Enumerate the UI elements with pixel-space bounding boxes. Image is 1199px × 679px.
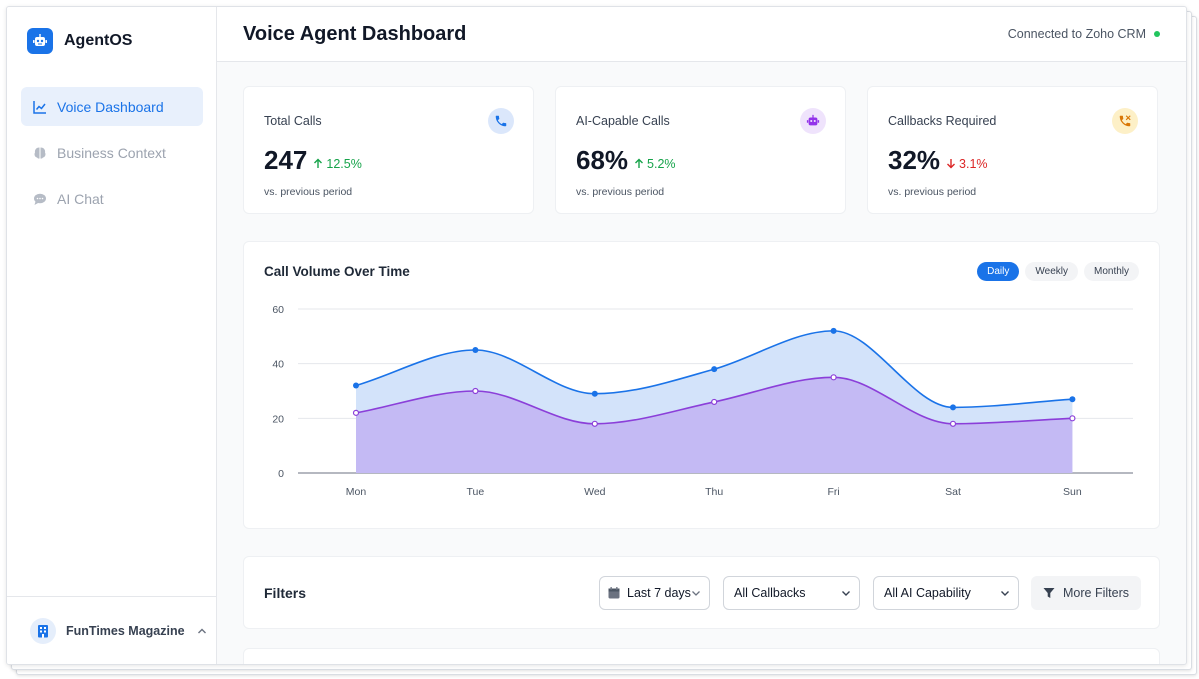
connection-label: Connected to Zoho CRM (1007, 27, 1146, 41)
date-range-value: Last 7 days (627, 586, 691, 600)
robot-icon (800, 108, 826, 134)
data-point (950, 404, 956, 411)
data-point (591, 390, 598, 397)
sidebar-item-business-context[interactable]: Business Context (21, 133, 203, 172)
stat-value: 68% (576, 145, 629, 175)
data-point (949, 420, 957, 427)
funnel-icon (1043, 588, 1055, 598)
connection-dot (1154, 31, 1160, 37)
phone-callback-icon (1112, 108, 1138, 134)
sidebar-item-label: Voice Dashboard (57, 98, 164, 115)
chevron-up-icon (197, 628, 206, 633)
chat-bubble-icon (34, 193, 46, 205)
stat-value: 247 (264, 145, 308, 175)
x-tick-label: Sun (1063, 486, 1082, 498)
stat-label: Callbacks Required (888, 114, 997, 128)
main-content: Voice Agent Dashboard Connected to Zoho … (217, 7, 1186, 664)
stat-sub: vs. previous period (576, 186, 665, 198)
stat-value: 32% (888, 145, 941, 175)
range-weekly-button[interactable]: Weekly (1025, 262, 1078, 281)
range-daily-button[interactable]: Daily (977, 262, 1020, 281)
org-name: FunTimes Magazine (66, 623, 185, 638)
data-point (711, 366, 718, 373)
arrow-down-icon (947, 159, 956, 169)
chevron-down-icon (1001, 591, 1009, 596)
building-icon (30, 617, 56, 644)
x-tick-label: Tue (467, 486, 485, 498)
data-point (472, 387, 479, 395)
x-tick-label: Wed (584, 486, 606, 498)
brand[interactable]: AgentOS (27, 28, 132, 54)
stat-label: AI-Capable Calls (576, 114, 670, 128)
stat-sub: vs. previous period (264, 186, 353, 198)
app-window: AgentOS Voice Dashboard Business Context (6, 6, 1187, 665)
chart-title: Call Volume Over Time (264, 264, 410, 279)
y-tick-label: 40 (272, 359, 284, 371)
stat-delta: 12.5% (313, 157, 362, 171)
line-chart-icon (33, 100, 46, 114)
stat-card-ai-capable-calls: AI-Capable Calls 68% 5.2% (555, 86, 846, 214)
stat-label: Total Calls (264, 114, 322, 128)
chevron-down-icon (692, 591, 700, 596)
arrow-up-icon (635, 158, 644, 168)
ai-capability-value: All AI Capability (884, 586, 971, 600)
sidebar-item-voice-dashboard[interactable]: Voice Dashboard (21, 87, 203, 126)
callbacks-select[interactable]: All Callbacks (723, 576, 860, 610)
robot-logo-icon (27, 28, 53, 54)
call-volume-chart-card: 0 20 40 60 Mon Tue Wed Thu Fri Sat Sun Call Volume… (243, 241, 1160, 529)
data-point (830, 327, 837, 334)
sidebar-nav: Voice Dashboard Business Context AI Chat (21, 87, 203, 225)
date-range-select[interactable]: Last 7 days (599, 576, 710, 610)
ai-capability-select[interactable]: All AI Capability (873, 576, 1019, 610)
brand-name: AgentOS (64, 32, 133, 49)
calendar-icon (608, 587, 620, 599)
stat-delta: 5.2% (634, 157, 676, 171)
range-toggle: Daily Weekly Monthly (977, 262, 1139, 281)
next-section-card (243, 648, 1160, 664)
data-point (472, 347, 479, 353)
stat-card-callbacks-required: Callbacks Required 32% 3.1% vs. previous… (867, 86, 1158, 214)
stat-delta: 3.1% (946, 157, 988, 171)
brain-icon (34, 147, 46, 159)
sidebar-item-ai-chat[interactable]: AI Chat (21, 179, 203, 218)
arrow-up-icon (314, 158, 323, 168)
data-point (353, 382, 359, 389)
y-tick-label: 60 (272, 304, 284, 316)
filters-bar: Filters Last 7 days All Callbacks All AI… (243, 556, 1160, 629)
call-volume-chart: 0 20 40 60 Mon Tue Wed Thu Fri Sat Sun (272, 304, 1133, 498)
y-tick-label: 0 (278, 468, 284, 480)
data-point (1069, 415, 1076, 422)
x-tick-label: Mon (346, 486, 367, 498)
data-point (591, 420, 598, 427)
x-tick-label: Sat (945, 486, 961, 498)
filters-title: Filters (264, 585, 307, 601)
x-tick-label: Thu (705, 486, 723, 498)
chevron-down-icon (842, 591, 850, 596)
x-tick-label: Fri (827, 486, 839, 498)
sidebar: AgentOS Voice Dashboard Business Context (7, 7, 217, 664)
data-point (711, 398, 718, 406)
sidebar-item-label: Business Context (57, 144, 166, 161)
data-point (830, 374, 837, 381)
data-point (1069, 396, 1076, 403)
stat-sub: vs. previous period (888, 186, 977, 198)
range-monthly-button[interactable]: Monthly (1083, 262, 1139, 281)
phone-icon (488, 108, 514, 134)
stat-card-total-calls: Total Calls 247 12.5% vs. previous perio… (243, 86, 534, 214)
more-filters-button[interactable]: More Filters (1031, 576, 1141, 610)
page-title: Voice Agent Dashboard (243, 22, 467, 45)
org-switcher[interactable]: FunTimes Magazine (7, 596, 216, 664)
callbacks-value: All Callbacks (734, 586, 806, 600)
stat-cards: Total Calls 247 12.5% vs. previous perio… (243, 86, 1158, 214)
data-point (352, 409, 360, 416)
connection-status: Connected to Zoho CRM (1008, 27, 1160, 41)
sidebar-item-label: AI Chat (57, 190, 104, 207)
more-filters-label: More Filters (1063, 586, 1129, 600)
topbar: Voice Agent Dashboard Connected to Zoho … (217, 7, 1186, 62)
y-tick-label: 20 (272, 413, 284, 425)
